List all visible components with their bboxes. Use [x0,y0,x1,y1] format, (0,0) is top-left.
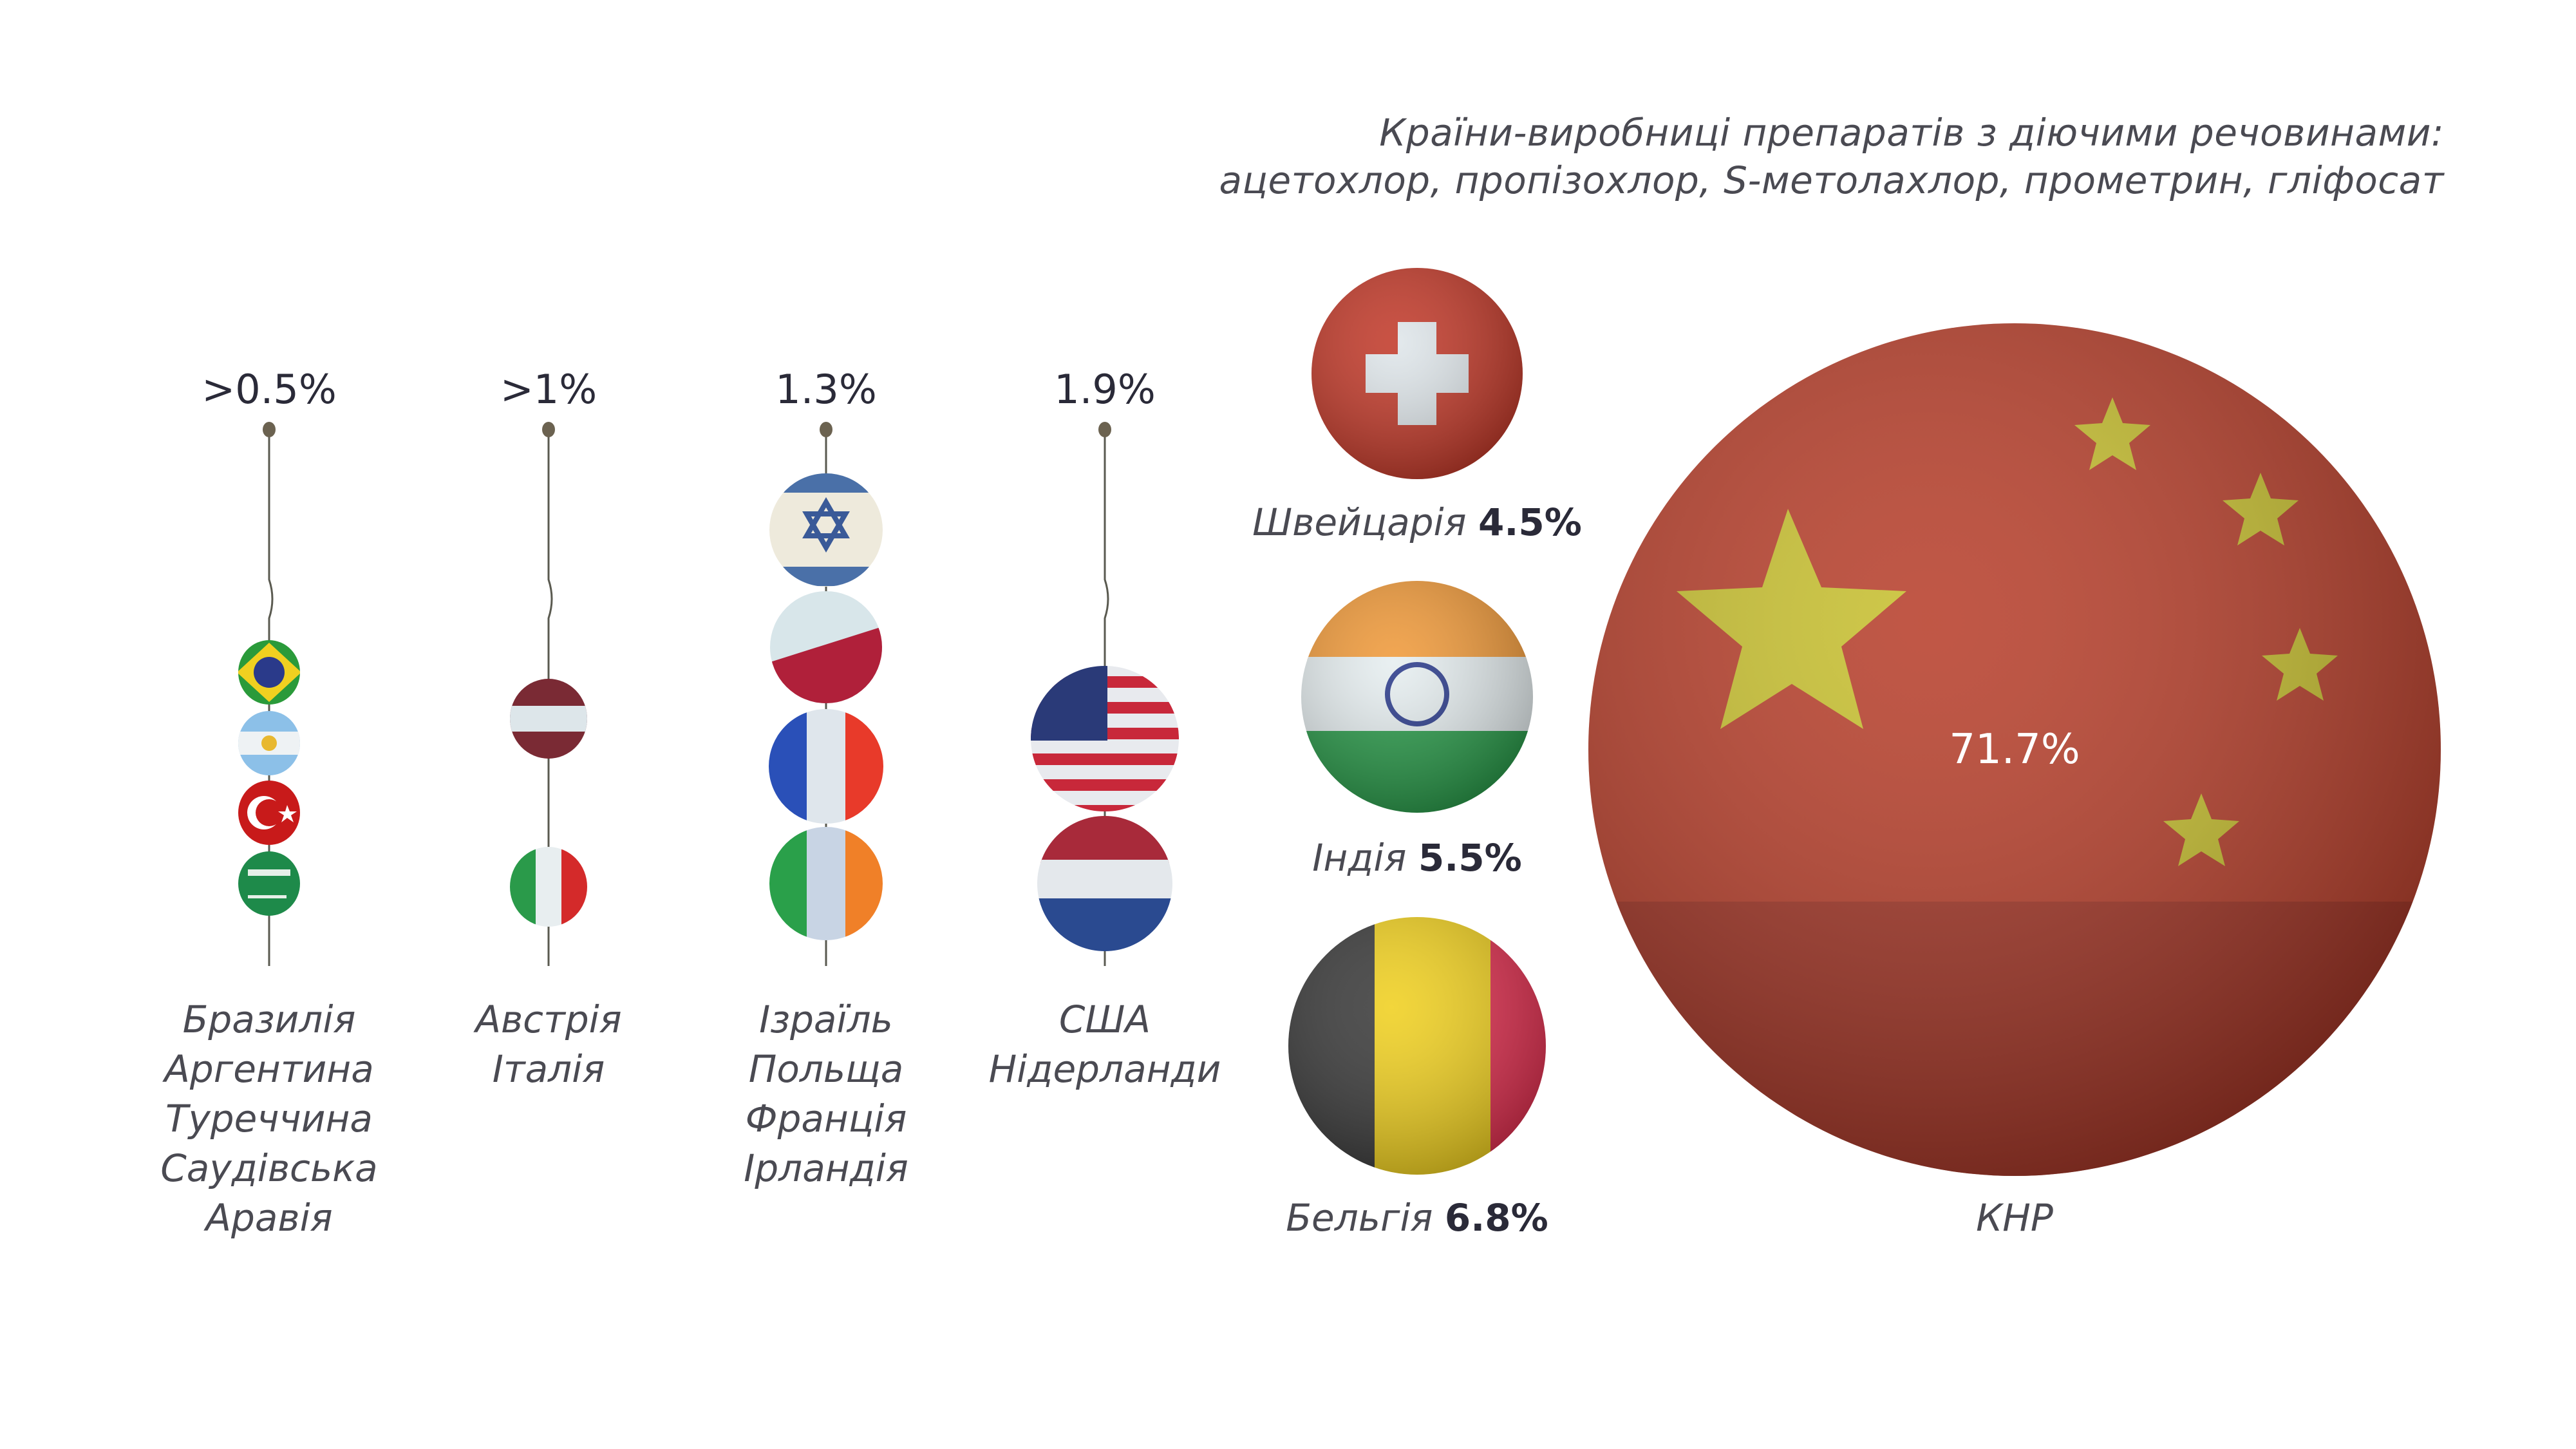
flag-brazil [238,640,300,705]
hanging-strings [268,430,1109,966]
share-label-group4: 1.9% [1054,366,1156,413]
label-china: КНР [1976,1196,2053,1240]
flag-ireland [769,827,883,940]
country-label: Австрія [475,998,622,1041]
country-label: Італія [492,1047,605,1091]
country-label: Польща [748,1047,904,1091]
flag-usa [1031,666,1179,811]
label-belgium: Бельгія 6.8% [1286,1193,1548,1243]
flag-shading [1288,268,2441,1176]
share-value: 5.5% [1418,836,1522,880]
chart-title-line2: ацетохлор, пропізохлор, S-метолахлор, пр… [1219,158,2444,202]
country-label: Аргентина [164,1047,374,1091]
country-label: Ізраїль [759,998,893,1041]
flag-poland [770,591,882,703]
country-label: Франція [745,1097,907,1141]
country-name: Бельгія [1286,1196,1433,1240]
flag-saudi-arabia [238,851,300,916]
country-label: Ірландія [744,1146,908,1190]
pin-dots [263,422,1111,437]
share-value-china: 71.7% [1949,726,2080,773]
share-label-group2: >1% [500,366,597,413]
flag-france [769,709,883,824]
flag-austria [510,679,587,759]
country-label: Саудівська [160,1146,378,1190]
flag-turkey [238,781,300,845]
flag-argentina [238,711,300,775]
country-list-group3: Ізраїль Польща Франція Ірландія [744,995,908,1193]
share-value: 4.5% [1478,500,1582,544]
country-list-group4: США Нідерланди [989,995,1221,1094]
share-label-group3: 1.3% [775,366,877,413]
flag-italy [510,847,587,927]
flag-netherlands [1037,816,1172,951]
country-list-group1: Бразилія Аргентина Туреччина Саудівська … [160,995,377,1243]
label-switzerland: Швейцарія 4.5% [1252,498,1582,547]
country-label: Бразилія [182,998,356,1041]
chart-title-line1: Країни-виробниці препаратів з діючими ре… [1379,111,2444,155]
flag-israel [769,473,883,587]
country-name: Швейцарія [1252,500,1467,544]
country-label: Туреччина [165,1097,373,1141]
country-name: Індія [1312,836,1407,880]
label-india: Індія 5.5% [1312,833,1521,883]
country-label: Нідерланди [988,1047,1221,1091]
country-list-group2: Австрія Італія [475,995,621,1094]
country-label: Аравія [205,1196,333,1240]
share-value: 6.8% [1444,1196,1548,1240]
country-label: США [1058,998,1151,1041]
share-label-group1: >0.5% [202,366,337,413]
